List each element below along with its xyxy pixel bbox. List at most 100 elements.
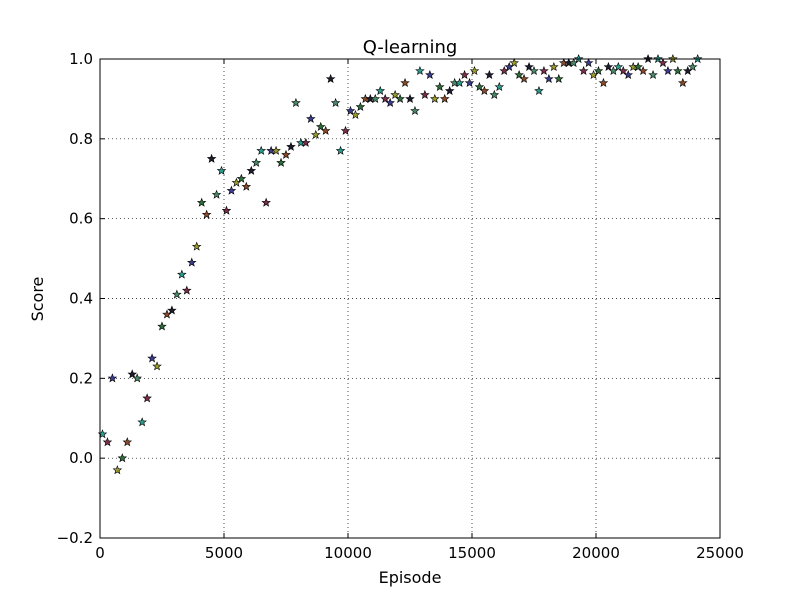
data-point [444,85,455,96]
data-point [261,197,271,207]
data-point [350,109,361,119]
data-point [216,165,227,175]
data-point [494,81,505,92]
data-point [107,373,118,383]
y-tick-label: 1.0 [69,50,93,68]
data-point [226,185,237,195]
y-tick-label: 0.8 [69,130,93,148]
data-point [157,321,167,331]
data-point [534,85,544,96]
data-point [256,145,266,155]
data-point [613,61,624,72]
data-point [663,65,673,76]
data-point [306,113,316,123]
data-point [400,77,410,88]
data-point [390,89,400,99]
data-point [603,61,614,72]
data-point [598,77,609,88]
x-tick-label: 10000 [324,544,372,562]
data-point [583,57,594,68]
data-point [301,137,311,147]
data-point [162,309,172,319]
data-point [325,73,336,84]
data-point [286,141,296,151]
data-point [430,93,440,103]
data-point [142,393,152,403]
data-point [315,121,326,131]
data-point [459,69,470,80]
data-point [464,77,475,88]
data-point [196,197,207,207]
data-point [623,69,634,80]
data-point [132,373,142,383]
data-point [514,69,524,80]
data-point [246,165,257,175]
axis-ticks: 0 5000 10000 15000 20000 25000 −0.2 0.0 0.2 0.4 0.… [57,50,744,562]
data-point [330,97,341,107]
data-point [519,73,529,84]
data-point [484,69,495,80]
data-point [539,65,549,76]
data-point [375,85,386,96]
data-point [231,177,242,187]
data-point [152,361,162,371]
data-point [385,97,395,107]
data-point [648,69,658,80]
data-point [682,65,693,76]
data-point [182,285,192,295]
data-point [554,73,564,84]
y-tick-label: 0.6 [69,210,93,228]
data-point [127,369,138,379]
x-tick-label: 25000 [696,544,744,562]
data-point [320,125,331,135]
data-point [673,65,683,76]
data-point [549,61,559,72]
y-tick-label: 0.4 [69,290,93,308]
data-point [524,61,534,72]
data-point [608,65,619,76]
data-point [167,305,177,315]
data-points [97,53,703,475]
data-point [211,189,222,199]
data-point [310,129,321,139]
x-tick-label: 5000 [205,544,243,562]
data-point [529,65,539,76]
data-point [469,65,480,76]
data-point [201,209,212,219]
data-point [291,97,301,107]
data-point [658,57,668,68]
data-point [618,65,629,76]
chart-title: Q-learning [363,37,458,58]
y-tick-label: −0.2 [57,529,93,547]
data-point [678,77,688,88]
data-point [117,453,128,463]
data-point [405,93,415,103]
y-tick-label: 0.0 [69,449,93,467]
grid [100,59,720,538]
data-point [454,77,465,88]
data-point [206,153,217,163]
data-point [345,105,356,115]
x-tick-label: 15000 [448,544,496,562]
data-point [687,61,698,72]
data-point [370,93,381,103]
data-point [638,65,648,76]
data-point [420,89,430,99]
data-point [186,257,197,267]
data-point [221,205,232,215]
data-point [122,437,133,447]
data-point [439,93,450,103]
data-point [504,61,514,72]
data-point [340,125,351,135]
y-axis-label: Score [28,277,47,322]
data-point [97,429,108,439]
data-point [479,85,490,96]
data-point [191,241,202,251]
data-point [395,93,405,103]
data-point [380,93,390,103]
data-point [177,269,187,279]
data-point [425,69,435,80]
data-point [137,417,147,427]
data-point [578,65,589,76]
